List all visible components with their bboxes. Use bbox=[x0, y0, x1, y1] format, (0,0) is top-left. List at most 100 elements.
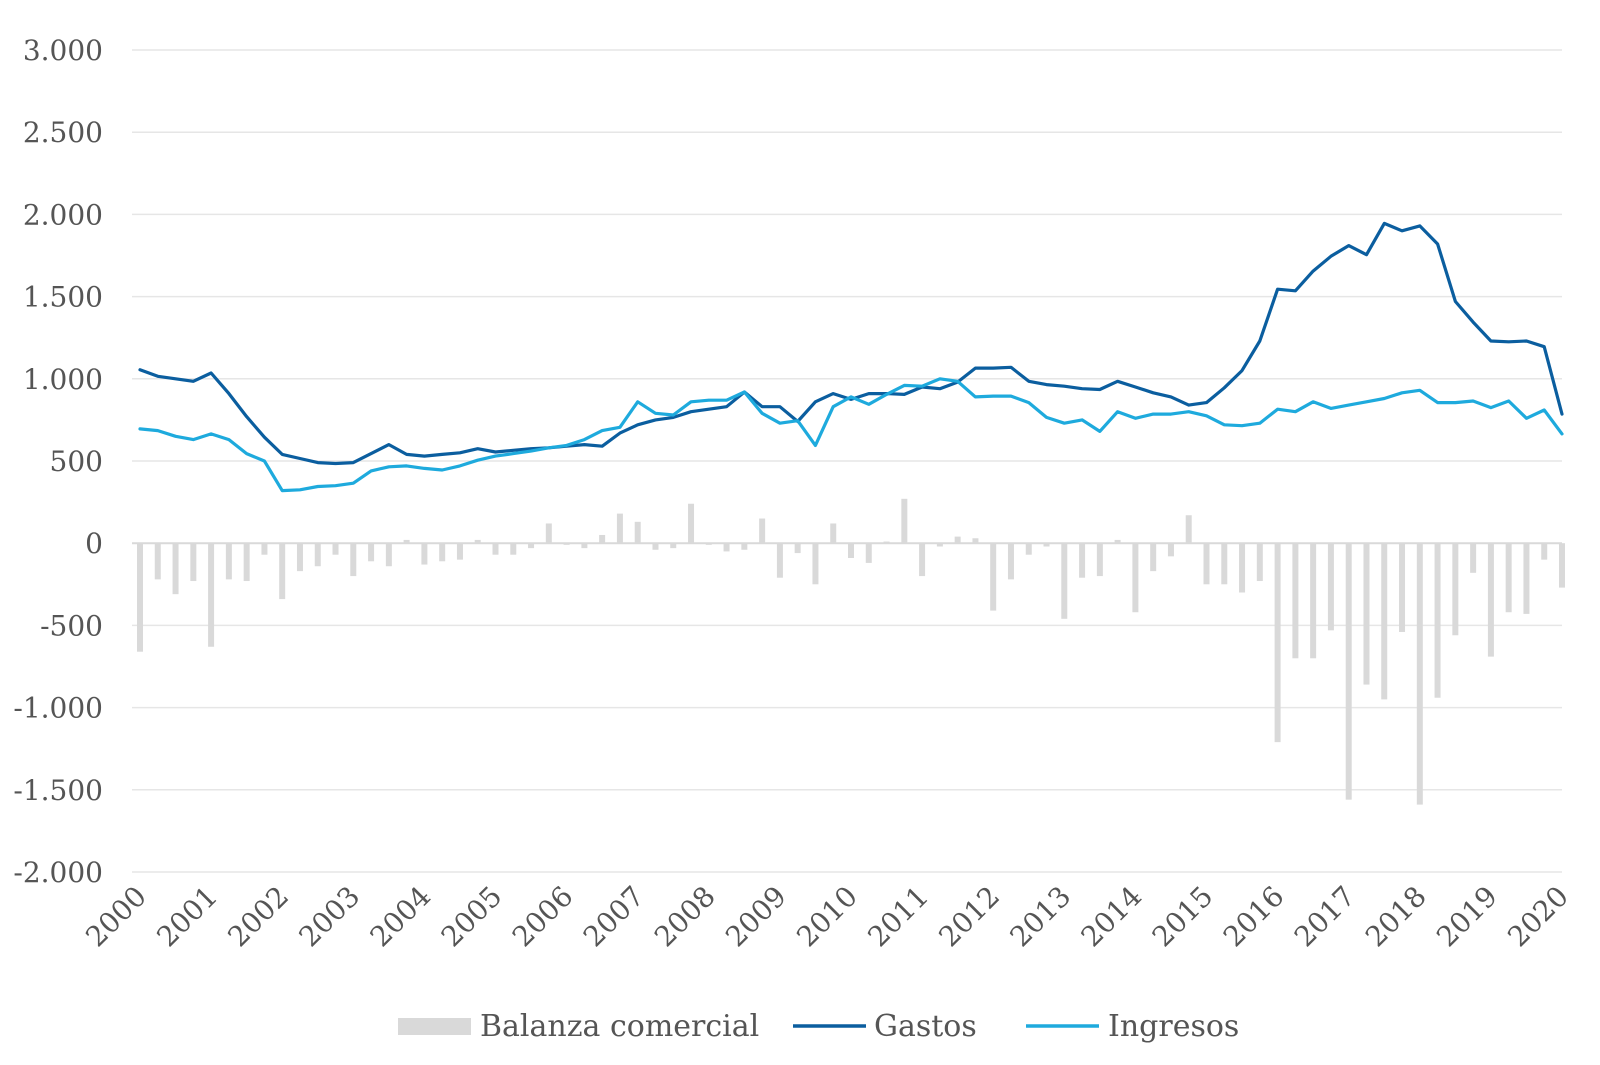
bar bbox=[759, 518, 766, 544]
bar bbox=[1061, 543, 1068, 619]
bar bbox=[1079, 543, 1086, 578]
x-tick-label: 2012 bbox=[932, 880, 1006, 954]
bar bbox=[1434, 543, 1441, 698]
bar bbox=[332, 543, 339, 555]
bar bbox=[688, 503, 695, 544]
bar bbox=[1345, 543, 1352, 800]
bar bbox=[190, 543, 197, 582]
bar bbox=[1363, 543, 1370, 685]
bar bbox=[634, 521, 641, 544]
bar bbox=[1274, 543, 1281, 743]
y-tick-label: 1.500 bbox=[23, 281, 103, 314]
bar bbox=[261, 543, 268, 555]
bar bbox=[1399, 543, 1406, 632]
y-tick-label: 0 bbox=[85, 527, 103, 560]
bar bbox=[1256, 543, 1263, 582]
bar bbox=[972, 538, 979, 544]
bar bbox=[225, 543, 232, 580]
bar bbox=[279, 543, 286, 600]
bar bbox=[1132, 543, 1139, 613]
bar bbox=[1452, 543, 1459, 636]
bar bbox=[172, 543, 179, 595]
bar bbox=[723, 543, 730, 552]
bar bbox=[954, 536, 961, 544]
legend-label-gastos: Gastos bbox=[874, 1009, 977, 1044]
x-tick-label: 2001 bbox=[150, 880, 224, 954]
bar bbox=[350, 543, 357, 577]
y-tick-label: -2.000 bbox=[13, 856, 103, 889]
x-tick-label: 2019 bbox=[1430, 880, 1504, 954]
bar bbox=[1416, 543, 1423, 805]
x-tick-label: 2010 bbox=[790, 880, 864, 954]
bar bbox=[1381, 543, 1388, 700]
bar bbox=[794, 543, 801, 554]
x-tick-label: 2007 bbox=[577, 880, 651, 954]
y-tick-label: 2.000 bbox=[23, 198, 103, 231]
bar bbox=[1025, 543, 1032, 555]
bar bbox=[1292, 543, 1299, 659]
line-ingresos bbox=[138, 377, 1564, 493]
bar bbox=[314, 543, 321, 567]
bar bbox=[1185, 515, 1192, 544]
x-tick-label: 2004 bbox=[364, 880, 438, 954]
bar bbox=[154, 543, 161, 580]
grid-lines bbox=[132, 49, 1562, 873]
bar bbox=[599, 534, 606, 544]
y-tick-label: 3.000 bbox=[23, 34, 103, 67]
bar bbox=[581, 543, 588, 549]
bar bbox=[1043, 543, 1050, 547]
x-tick-label: 2015 bbox=[1146, 880, 1220, 954]
bar bbox=[1239, 543, 1246, 593]
balanza-comercial-bars bbox=[137, 498, 1565, 805]
bar bbox=[368, 543, 375, 562]
bar bbox=[776, 543, 783, 578]
bar bbox=[403, 539, 410, 544]
bar bbox=[865, 543, 872, 563]
x-axis-ticks: 2000200120022003200420052006200720082009… bbox=[79, 880, 1575, 954]
bar bbox=[1505, 543, 1512, 613]
bar bbox=[137, 543, 143, 652]
bar bbox=[1327, 543, 1334, 631]
y-tick-label: -1.000 bbox=[13, 692, 103, 725]
bar bbox=[421, 543, 428, 565]
bar bbox=[990, 543, 997, 611]
x-tick-label: 2003 bbox=[293, 880, 367, 954]
legend-swatch-balanza bbox=[398, 1018, 471, 1035]
bar bbox=[296, 543, 303, 572]
x-tick-label: 2006 bbox=[506, 880, 580, 954]
line-gastos bbox=[138, 221, 1564, 466]
y-tick-label: -500 bbox=[40, 609, 103, 642]
bar bbox=[1203, 543, 1210, 585]
bar bbox=[243, 543, 250, 582]
bar bbox=[439, 543, 446, 562]
bar bbox=[1007, 543, 1014, 580]
y-tick-label: 1.000 bbox=[23, 363, 103, 396]
x-tick-label: 2013 bbox=[1004, 880, 1078, 954]
bar bbox=[385, 543, 392, 567]
bar bbox=[1221, 543, 1228, 585]
bar bbox=[1470, 543, 1477, 573]
bar bbox=[670, 543, 677, 549]
bar bbox=[919, 543, 926, 577]
bar bbox=[741, 543, 748, 550]
bar bbox=[1310, 543, 1317, 659]
bar bbox=[474, 539, 481, 544]
bar bbox=[492, 543, 499, 555]
x-tick-label: 2017 bbox=[1288, 880, 1362, 954]
y-tick-label: 2.500 bbox=[23, 116, 103, 149]
bar bbox=[652, 543, 659, 550]
y-axis-ticks: 3.000 2.500 2.000 1.500 1.000 500 0 -500 -1.000 -… bbox=[13, 34, 103, 889]
x-tick-label: 2000 bbox=[79, 880, 153, 954]
bar bbox=[848, 543, 854, 558]
bar bbox=[812, 543, 819, 585]
bar bbox=[545, 523, 552, 544]
bar bbox=[1541, 543, 1548, 560]
bar bbox=[528, 543, 535, 549]
legend-label-balanza: Balanza comercial bbox=[480, 1009, 759, 1044]
x-tick-label: 2005 bbox=[435, 880, 509, 954]
line-series bbox=[138, 221, 1564, 493]
x-tick-label: 2009 bbox=[719, 880, 793, 954]
y-tick-label: 500 bbox=[50, 445, 103, 478]
bar bbox=[510, 543, 517, 555]
